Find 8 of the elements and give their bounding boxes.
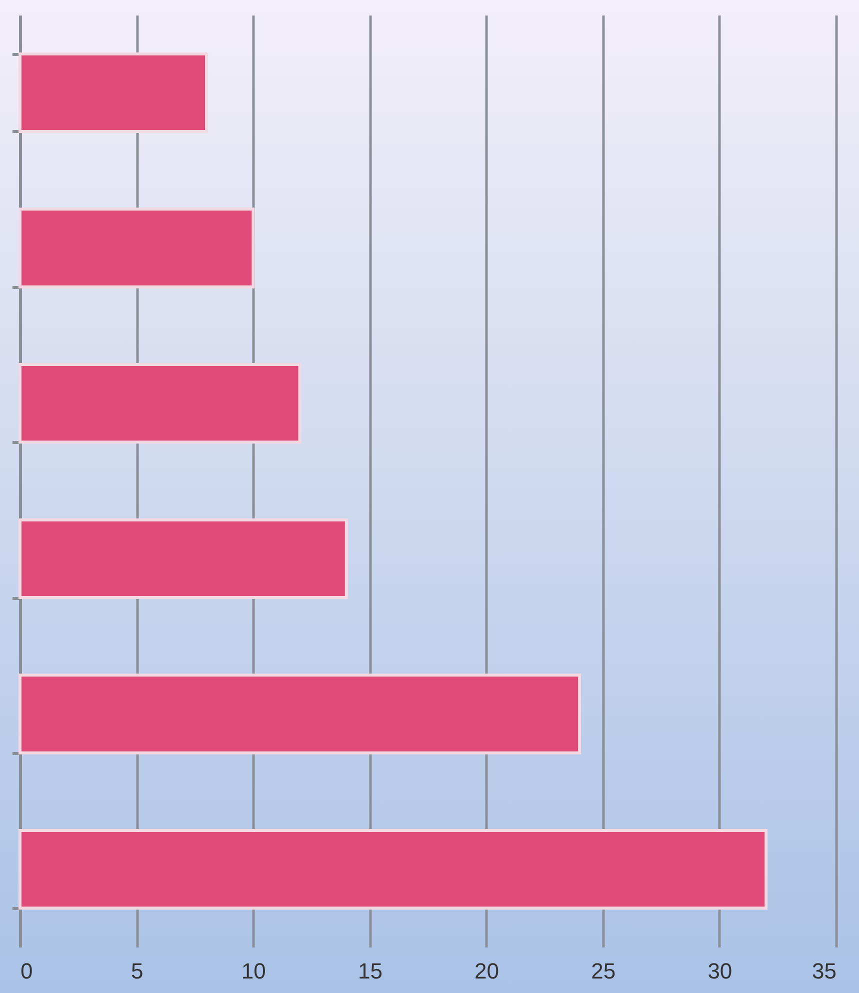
x-tick-label: 5	[130, 958, 144, 984]
x-tick-label: 10	[241, 958, 266, 984]
x-tick-label: 35	[812, 958, 836, 984]
x-tick-label: 15	[358, 958, 382, 984]
x-tick-label: 20	[474, 958, 500, 984]
x-tick-label: 30	[708, 958, 732, 984]
x-tick-label: 25	[591, 958, 616, 984]
x-tick-label: 0	[20, 958, 33, 984]
